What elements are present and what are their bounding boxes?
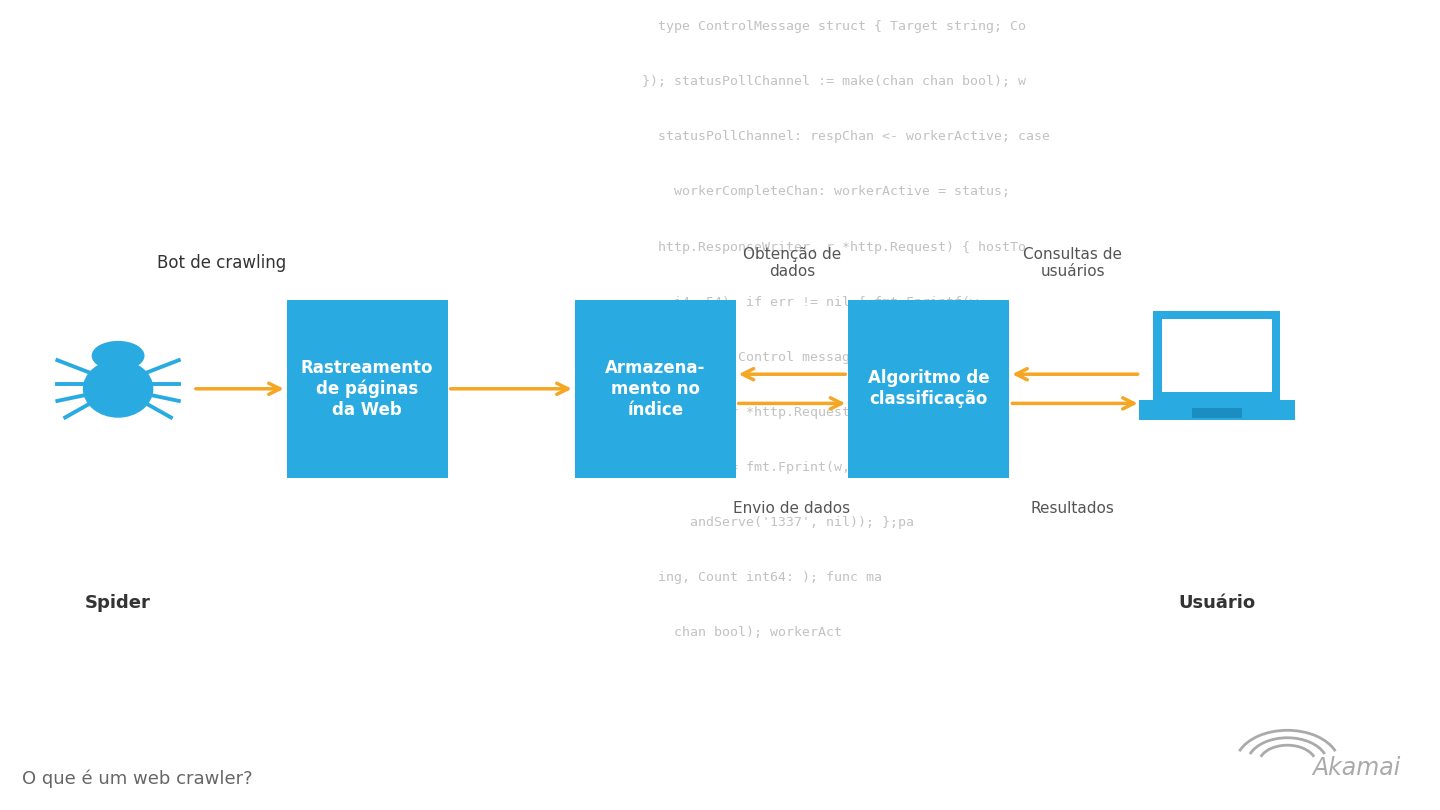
Text: Usuário: Usuário (1178, 595, 1256, 612)
Text: Envio de dados: Envio de dados (733, 501, 851, 516)
Text: workerCompleteChan: workerActive = status;: workerCompleteChan: workerActive = statu… (626, 185, 1011, 198)
FancyBboxPatch shape (1139, 400, 1295, 420)
Text: Spider: Spider (85, 595, 151, 612)
FancyBboxPatch shape (1162, 319, 1272, 392)
Text: O que é um web crawler?: O que é um web crawler? (22, 770, 252, 788)
Text: Rastreamento
de páginas
da Web: Rastreamento de páginas da Web (301, 359, 433, 419)
Text: ing, Count int64: ); func ma: ing, Count int64: ); func ma (626, 571, 883, 584)
Text: http.ResponseWriter, r *http.Request) { hostTo: http.ResponseWriter, r *http.Request) { … (626, 241, 1027, 254)
Text: chan bool); workerAct: chan bool); workerAct (626, 626, 842, 639)
Text: Bot de crawling: Bot de crawling (157, 254, 287, 272)
Text: statusPollChannel: respChan <- workerActive; case: statusPollChannel: respChan <- workerAct… (626, 130, 1050, 143)
FancyBboxPatch shape (575, 300, 736, 478)
FancyBboxPatch shape (848, 300, 1009, 478)
Text: eWriter, r *http.Request) { reqChan: eWriter, r *http.Request) { reqChan (626, 406, 939, 419)
Text: Obtenção de
dados: Obtenção de dados (743, 247, 841, 279)
Text: andServe('1337', nil)); };pa: andServe('1337', nil)); };pa (626, 516, 914, 529)
Text: Akamai: Akamai (1312, 756, 1400, 780)
Text: Algoritmo de
classificação: Algoritmo de classificação (868, 369, 989, 408)
Text: ffw,  Control message issued for Ta: ffw, Control message issued for Ta (626, 351, 971, 364)
FancyBboxPatch shape (287, 300, 448, 478)
Text: Armazena-
mento no
índice: Armazena- mento no índice (605, 359, 706, 419)
Text: type ControlMessage struct { Target string; Co: type ControlMessage struct { Target stri… (626, 20, 1027, 33)
Text: i4, 54); if err != nil { fmt.Fprintf(w,: i4, 54); if err != nil { fmt.Fprintf(w, (626, 296, 986, 309)
Text: Resultados: Resultados (1031, 501, 1115, 516)
Circle shape (92, 341, 144, 371)
Text: Consultas de
usuários: Consultas de usuários (1024, 247, 1122, 279)
Text: }); statusPollChannel := make(chan chan bool); w: }); statusPollChannel := make(chan chan … (626, 75, 1027, 88)
Ellipse shape (84, 360, 153, 418)
FancyBboxPatch shape (1192, 408, 1241, 418)
Text: result = fmt.Fprint(w, "ACTIVE": result = fmt.Fprint(w, "ACTIVE" (626, 461, 923, 474)
FancyBboxPatch shape (1153, 311, 1280, 400)
